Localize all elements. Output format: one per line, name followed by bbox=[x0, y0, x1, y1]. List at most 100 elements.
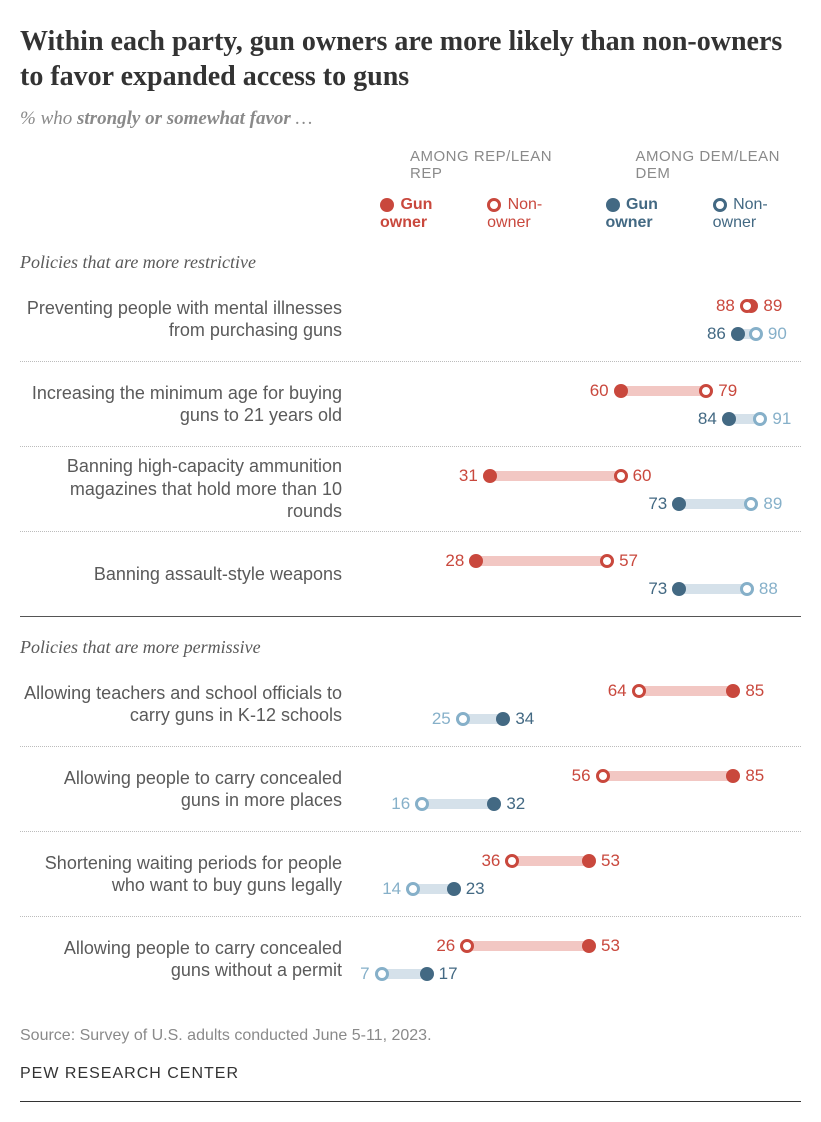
rep-bar bbox=[476, 556, 607, 566]
rep-dumbbell: 8564 bbox=[350, 680, 801, 702]
rep-nonowner-value: 60 bbox=[633, 466, 652, 486]
dem-owner-value: 73 bbox=[648, 494, 667, 514]
rep-dumbbell: 53 26 bbox=[350, 935, 801, 957]
plot-area: 31607389 bbox=[350, 459, 801, 519]
chart-row: Increasing the minimum age for buying gu… bbox=[20, 362, 801, 447]
dem-owner-value: 73 bbox=[648, 579, 667, 599]
rep-dumbbell: 2857 bbox=[350, 550, 801, 572]
rep-nonowner-dot bbox=[614, 469, 628, 483]
chart-row: Banning assault-style weapons28577388 bbox=[20, 532, 801, 616]
rep-nonowner-value: 26 bbox=[436, 936, 455, 956]
dem-nonowner-value: 89 bbox=[763, 494, 782, 514]
legend-header-row: AMONG REP/LEAN REP AMONG DEM/LEAN DEM bbox=[20, 148, 801, 182]
legend-rep-nonowner: Non-owner bbox=[487, 196, 575, 232]
section-header: Policies that are more permissive bbox=[20, 637, 801, 658]
rep-owner-value: 53 bbox=[601, 851, 620, 871]
row-label: Preventing people with mental illnesses … bbox=[20, 297, 350, 342]
rep-nonowner-value: 36 bbox=[481, 851, 500, 871]
rep-dumbbell: 53 36 bbox=[350, 850, 801, 872]
rep-nonowner-dot bbox=[505, 854, 519, 868]
dem-dumbbell: 17 7 bbox=[350, 963, 801, 985]
row-label: Banning high-capacity ammunition magazin… bbox=[20, 455, 350, 523]
dem-owner-dot bbox=[731, 327, 745, 341]
chart-row: Preventing people with mental illnesses … bbox=[20, 277, 801, 362]
plot-area: 6079 84 91 bbox=[350, 374, 801, 434]
rep-owner-value: 89 bbox=[763, 296, 782, 316]
rep-nonowner-dot bbox=[596, 769, 610, 783]
dem-bar bbox=[679, 584, 747, 594]
bottom-rule bbox=[20, 1101, 801, 1102]
rep-nonowner-value: 57 bbox=[619, 551, 638, 571]
dem-dumbbell: 3216 bbox=[350, 793, 801, 815]
chart-row: Banning high-capacity ammunition magazin… bbox=[20, 447, 801, 532]
row-label: Shortening waiting periods for people wh… bbox=[20, 852, 350, 897]
chart-body: Policies that are more restrictive Preven… bbox=[20, 252, 801, 1001]
rep-owner-value: 60 bbox=[590, 381, 609, 401]
dem-dumbbell: 8690 bbox=[350, 323, 801, 345]
dem-nonowner-value: 7 bbox=[360, 964, 369, 984]
rep-owner-dot bbox=[614, 384, 628, 398]
subtitle-prefix: % who bbox=[20, 108, 77, 129]
dem-owner-dot bbox=[487, 797, 501, 811]
legend-marker-row: Gun owner Non-owner Gun owner Non-owner bbox=[20, 190, 801, 232]
solid-blue-icon bbox=[606, 198, 620, 212]
dem-nonowner-dot bbox=[744, 497, 758, 511]
rep-nonowner-dot bbox=[460, 939, 474, 953]
dem-nonowner-value: 90 bbox=[768, 324, 787, 344]
rep-nonowner-dot bbox=[699, 384, 713, 398]
dem-owner-dot bbox=[420, 967, 434, 981]
dem-owner-value: 84 bbox=[698, 409, 717, 429]
rep-owner-value: 53 bbox=[601, 936, 620, 956]
dem-owner-value: 17 bbox=[439, 964, 458, 984]
rep-owner-dot bbox=[582, 939, 596, 953]
rep-dumbbell: 6079 bbox=[350, 380, 801, 402]
dem-bar bbox=[422, 799, 494, 809]
rep-nonowner-value: 64 bbox=[608, 681, 627, 701]
rep-nonowner-dot bbox=[600, 554, 614, 568]
chart-subtitle: % who strongly or somewhat favor … bbox=[20, 108, 801, 130]
dem-owner-value: 23 bbox=[466, 879, 485, 899]
legend-rep-owner: Gun owner bbox=[380, 196, 473, 232]
rep-bar bbox=[467, 941, 589, 951]
dem-nonowner-dot bbox=[375, 967, 389, 981]
dem-nonowner-dot bbox=[456, 712, 470, 726]
rep-owner-dot bbox=[582, 854, 596, 868]
section-header: Policies that are more restrictive bbox=[20, 252, 801, 273]
rep-bar bbox=[639, 686, 734, 696]
rep-dumbbell: 8556 bbox=[350, 765, 801, 787]
subtitle-bold: strongly or somewhat favor bbox=[77, 108, 291, 129]
section-divider bbox=[20, 616, 801, 617]
dem-dumbbell: 73 88 bbox=[350, 578, 801, 600]
rep-bar bbox=[490, 471, 621, 481]
plot-area: 53 26 17 7 bbox=[350, 929, 801, 989]
dem-owner-dot bbox=[672, 497, 686, 511]
rep-owner-dot bbox=[726, 769, 740, 783]
dem-dumbbell: 84 91 bbox=[350, 408, 801, 430]
plot-area: 2857 73 88 bbox=[350, 544, 801, 604]
footer-attribution: PEW RESEARCH CENTER bbox=[20, 1065, 801, 1083]
solid-red-icon bbox=[380, 198, 394, 212]
row-label: Allowing people to carry concealed guns … bbox=[20, 937, 350, 982]
row-label: Allowing teachers and school officials t… bbox=[20, 682, 350, 727]
legend-dem-owner: Gun owner bbox=[606, 196, 699, 232]
legend-dem-nonowner: Non-owner bbox=[713, 196, 801, 232]
chart-row: Allowing people to carry concealed guns … bbox=[20, 747, 801, 832]
rep-dumbbell: 89 88 bbox=[350, 295, 801, 317]
rep-bar bbox=[512, 856, 589, 866]
dem-nonowner-value: 14 bbox=[382, 879, 401, 899]
rep-owner-dot bbox=[483, 469, 497, 483]
rep-owner-dot bbox=[469, 554, 483, 568]
dem-dumbbell: 23 14 bbox=[350, 878, 801, 900]
legend-rep-header: AMONG REP/LEAN REP bbox=[350, 148, 576, 182]
dem-owner-value: 34 bbox=[515, 709, 534, 729]
rep-bar bbox=[603, 771, 734, 781]
rep-bar bbox=[621, 386, 707, 396]
rep-owner-dot bbox=[726, 684, 740, 698]
dem-nonowner-value: 91 bbox=[772, 409, 791, 429]
chart-title: Within each party, gun owners are more l… bbox=[20, 24, 801, 94]
rep-nonowner-value: 88 bbox=[716, 296, 735, 316]
dem-nonowner-value: 88 bbox=[759, 579, 778, 599]
dem-nonowner-dot bbox=[415, 797, 429, 811]
dem-owner-dot bbox=[722, 412, 736, 426]
dem-dumbbell: 73 89 bbox=[350, 493, 801, 515]
